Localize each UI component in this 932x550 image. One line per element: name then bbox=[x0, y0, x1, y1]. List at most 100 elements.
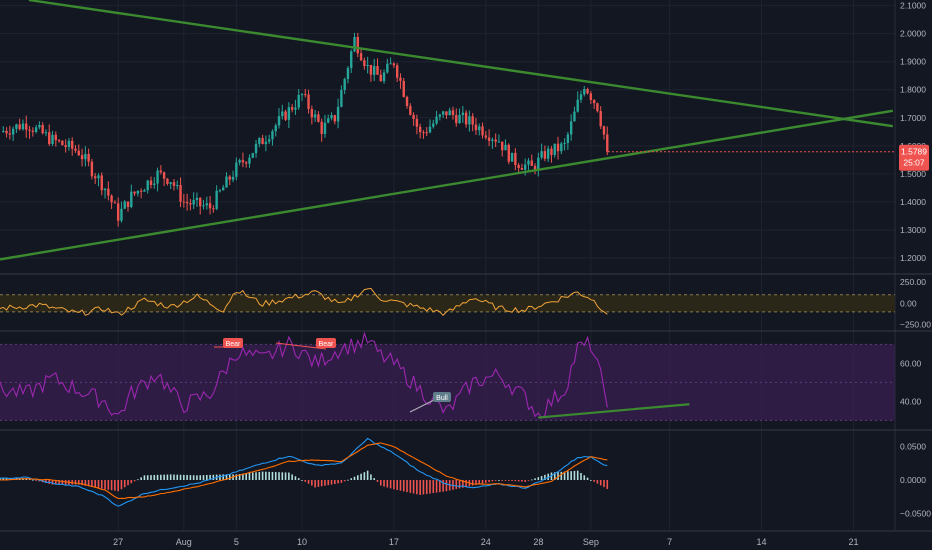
bearish-candle bbox=[359, 48, 363, 62]
candle-body bbox=[192, 199, 195, 205]
macd-histogram-bar bbox=[504, 480, 507, 481]
macd-histogram-bar bbox=[87, 480, 90, 487]
bullish-candle bbox=[84, 146, 87, 167]
upper-resistance-trendline[interactable] bbox=[28, 0, 894, 128]
macd-histogram-bar bbox=[560, 471, 563, 480]
candle-body bbox=[67, 140, 71, 148]
bullish-candle bbox=[274, 123, 277, 137]
macd-axis[interactable]: 0.0500 0.0000 −0.0500 bbox=[900, 442, 931, 519]
macd-histogram-bar bbox=[38, 480, 41, 482]
candle-body bbox=[284, 111, 287, 120]
macd-histogram bbox=[0, 470, 609, 495]
candle-body bbox=[510, 152, 514, 162]
time-tick-label: 7 bbox=[667, 537, 672, 547]
macd-histogram-bar bbox=[291, 474, 293, 480]
candle-body bbox=[153, 183, 156, 185]
lower-support-trendline[interactable] bbox=[0, 109, 894, 261]
candle-body bbox=[185, 201, 189, 204]
rsi-band bbox=[0, 343, 895, 421]
candle-body bbox=[212, 208, 215, 210]
rsi-trendlines[interactable] bbox=[538, 403, 690, 419]
candle-body bbox=[77, 150, 80, 156]
candle-body bbox=[474, 124, 478, 131]
candle-body bbox=[159, 170, 163, 173]
bullish-candle bbox=[15, 123, 18, 134]
macd-histogram-bar bbox=[297, 478, 300, 480]
bearish-candle bbox=[57, 139, 61, 143]
macd-histogram-bar bbox=[255, 472, 257, 480]
candle-body bbox=[373, 65, 376, 75]
candle-body bbox=[97, 175, 100, 179]
bullish-candle bbox=[267, 134, 271, 145]
candle-body bbox=[267, 139, 271, 142]
price-trendlines[interactable] bbox=[0, 0, 894, 261]
bullish-candle bbox=[238, 158, 241, 166]
bullish-candle bbox=[382, 69, 386, 84]
candle-body bbox=[149, 180, 153, 185]
bullish-candle bbox=[366, 56, 369, 74]
macd-histogram-bar bbox=[327, 480, 330, 486]
cci-panel[interactable]: 250.00 0.00 −250.00 bbox=[0, 277, 931, 330]
bearish-candle bbox=[241, 152, 245, 168]
rsi-axis[interactable]: 60.00 40.00 bbox=[900, 358, 922, 406]
candle-body bbox=[156, 170, 159, 184]
candle-body bbox=[546, 148, 550, 159]
macd-histogram-bar bbox=[563, 471, 566, 480]
candle-body bbox=[395, 65, 399, 78]
bullish-candle bbox=[225, 172, 228, 188]
bearish-candle bbox=[481, 122, 484, 139]
candle-body bbox=[464, 112, 468, 125]
macd-panel[interactable]: 0.0500 0.0000 −0.0500 bbox=[0, 437, 931, 519]
bearish-candle bbox=[379, 69, 382, 82]
candle-body bbox=[556, 143, 560, 152]
macd-histogram-bar bbox=[74, 480, 77, 485]
bearish-candle bbox=[31, 127, 35, 137]
price-tick-label: 2.1000 bbox=[900, 1, 926, 11]
macd-histogram-bar bbox=[514, 480, 517, 482]
bullish-candle bbox=[527, 157, 530, 172]
candle-body bbox=[287, 107, 291, 120]
macd-histogram-bar bbox=[196, 475, 198, 480]
price-tick-label: 1.8000 bbox=[900, 85, 926, 95]
time-axis[interactable]: 27 Aug 5 10 17 24 28 Sep 7 14 21 bbox=[113, 537, 858, 547]
time-tick-label: 28 bbox=[533, 537, 543, 547]
macd-histogram-bar bbox=[91, 480, 93, 487]
cci-tick-label: 0.00 bbox=[900, 298, 917, 308]
bullish-candle bbox=[156, 167, 159, 192]
price-panel[interactable]: 1.20001.30001.40001.50001.60001.70001.80… bbox=[0, 0, 929, 263]
candle-body bbox=[353, 37, 356, 52]
bearish-candle bbox=[533, 163, 537, 175]
macd-histogram-bar bbox=[222, 474, 225, 480]
candle-body bbox=[133, 191, 136, 194]
candle-body bbox=[586, 89, 589, 94]
bearish-candle bbox=[376, 58, 379, 75]
candle-body bbox=[386, 63, 389, 73]
macd-histogram-bar bbox=[544, 474, 546, 480]
rsi-panel[interactable]: Bear Bear Bull 60.00 40.00 bbox=[0, 331, 922, 421]
bearish-candle bbox=[392, 62, 396, 69]
macd-histogram-bar bbox=[314, 480, 316, 488]
candle-body bbox=[589, 93, 593, 101]
last-price-label: 1.5789 bbox=[901, 147, 927, 157]
candle-body bbox=[540, 151, 543, 158]
candle-body bbox=[25, 123, 28, 130]
candle-body bbox=[126, 201, 130, 208]
candle-body bbox=[248, 157, 251, 164]
macd-histogram-bar bbox=[340, 480, 343, 483]
candle-body bbox=[537, 157, 540, 170]
cci-axis[interactable]: 250.00 0.00 −250.00 bbox=[900, 277, 931, 330]
macd-histogram-bar bbox=[110, 480, 113, 491]
macd-histogram-bar bbox=[553, 472, 556, 480]
rsi-support-trendline[interactable] bbox=[538, 403, 690, 419]
candle-body bbox=[281, 111, 284, 117]
macd-histogram-bar bbox=[288, 472, 290, 480]
macd-histogram-bar bbox=[366, 470, 369, 480]
bearish-candle bbox=[77, 144, 80, 157]
bullish-candle bbox=[169, 181, 172, 189]
macd-histogram-bar bbox=[507, 480, 510, 481]
bearish-candle bbox=[471, 113, 474, 132]
candle-body bbox=[520, 167, 524, 170]
bullish-candle bbox=[438, 113, 442, 121]
candle-body bbox=[2, 130, 5, 132]
